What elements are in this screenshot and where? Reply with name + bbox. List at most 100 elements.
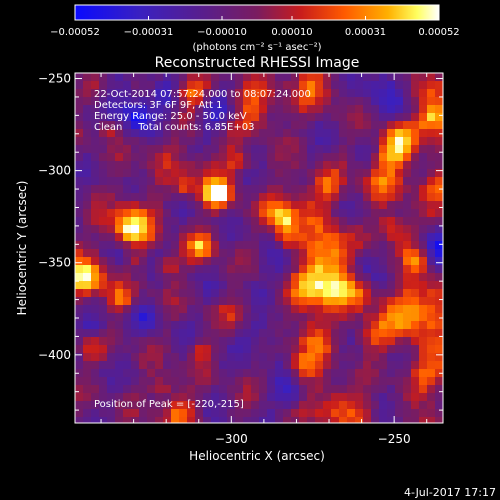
heatmap-cell <box>355 161 364 170</box>
heatmap-cell <box>411 329 420 338</box>
heatmap-cell <box>267 249 276 258</box>
heatmap-cell <box>259 257 268 266</box>
heatmap-cell <box>347 193 356 202</box>
heatmap-cell <box>91 249 100 258</box>
heatmap-cell <box>227 129 236 138</box>
heatmap-cell <box>331 361 340 370</box>
heatmap-cell <box>147 249 156 258</box>
heatmap-cell <box>163 305 172 314</box>
heatmap-cell <box>283 97 292 106</box>
heatmap-cell <box>267 225 276 234</box>
heatmap-cell <box>275 353 284 362</box>
heatmap-cell <box>283 265 292 274</box>
heatmap-cell <box>283 121 292 130</box>
heatmap-cell <box>355 345 364 354</box>
heatmap-cell <box>99 281 108 290</box>
heatmap-cell <box>331 369 340 378</box>
heatmap-cell <box>267 177 276 186</box>
heatmap-cell <box>339 233 348 242</box>
heatmap-cell <box>83 89 92 98</box>
heatmap-cell <box>307 225 316 234</box>
heatmap-cell <box>403 193 412 202</box>
heatmap-cell <box>379 249 388 258</box>
heatmap-cell <box>211 281 220 290</box>
heatmap-cell <box>435 249 443 258</box>
heatmap-cell <box>163 257 172 266</box>
heatmap-cell <box>331 385 340 394</box>
heatmap-cell <box>275 89 284 98</box>
heatmap-cell <box>171 121 180 130</box>
heatmap-cell <box>307 409 316 418</box>
heatmap-cell <box>219 385 228 394</box>
heatmap-cell <box>355 265 364 274</box>
heatmap-cell <box>291 369 300 378</box>
plot-frame <box>74 72 444 424</box>
heatmap-cell <box>283 257 292 266</box>
heatmap-cell <box>355 185 364 194</box>
heatmap-cell <box>99 401 108 410</box>
heatmap-cell <box>203 177 212 186</box>
heatmap-cell <box>347 297 356 306</box>
heatmap-cell <box>267 313 276 322</box>
heatmap-cell <box>379 257 388 266</box>
heatmap-cell <box>187 153 196 162</box>
heatmap-cell <box>163 313 172 322</box>
heatmap-cell <box>155 281 164 290</box>
heatmap-cell <box>91 297 100 306</box>
heatmap-cell <box>283 385 292 394</box>
heatmap-cell <box>411 145 420 154</box>
heatmap-cell <box>355 281 364 290</box>
heatmap-cell <box>307 257 316 266</box>
heatmap-cell <box>171 73 180 82</box>
heatmap-cell <box>323 233 332 242</box>
heatmap-cell <box>235 361 244 370</box>
heatmap-cell <box>363 105 372 114</box>
heatmap-cell <box>211 289 220 298</box>
heatmap-cell <box>323 137 332 146</box>
heatmap-cell <box>267 281 276 290</box>
heatmap-cell <box>395 417 404 423</box>
heatmap-cell <box>315 361 324 370</box>
heatmap-cell <box>235 97 244 106</box>
heatmap-cell <box>243 137 252 146</box>
heatmap-cell <box>411 273 420 282</box>
heatmap-cell <box>299 393 308 402</box>
heatmap-cell <box>179 153 188 162</box>
heatmap-cell <box>339 73 348 82</box>
heatmap-cell <box>379 361 388 370</box>
heatmap-cell <box>339 81 348 90</box>
heatmap-cell <box>131 361 140 370</box>
heatmap-cell <box>179 209 188 218</box>
heatmap-cell <box>363 353 372 362</box>
heatmap-cell <box>99 201 108 210</box>
heatmap-cell <box>275 377 284 386</box>
heatmap-cell <box>363 281 372 290</box>
heatmap-cell <box>131 401 140 410</box>
heatmap-cell <box>323 409 332 418</box>
heatmap-cell <box>155 225 164 234</box>
heatmap-cell <box>387 225 396 234</box>
heatmap-cell <box>363 369 372 378</box>
heatmap-cell <box>235 225 244 234</box>
heatmap-cell <box>427 385 436 394</box>
heatmap-cell <box>275 313 284 322</box>
heatmap-cell <box>139 273 148 282</box>
heatmap-cell <box>147 177 156 186</box>
heatmap-cell <box>107 329 116 338</box>
heatmap-cell <box>331 321 340 330</box>
heatmap-cell <box>339 353 348 362</box>
heatmap-cell <box>331 217 340 226</box>
heatmap-cell <box>155 273 164 282</box>
heatmap-cell <box>243 233 252 242</box>
heatmap-cell <box>387 329 396 338</box>
heatmap-cell <box>155 89 164 98</box>
heatmap-cell <box>299 129 308 138</box>
heatmap-cell <box>315 177 324 186</box>
heatmap-cell <box>435 337 443 346</box>
heatmap-cell <box>83 289 92 298</box>
heatmap-cell <box>243 217 252 226</box>
heatmap-cell <box>203 105 212 114</box>
heatmap-cell <box>235 241 244 250</box>
heatmap-cell <box>171 369 180 378</box>
heatmap-cell <box>411 337 420 346</box>
